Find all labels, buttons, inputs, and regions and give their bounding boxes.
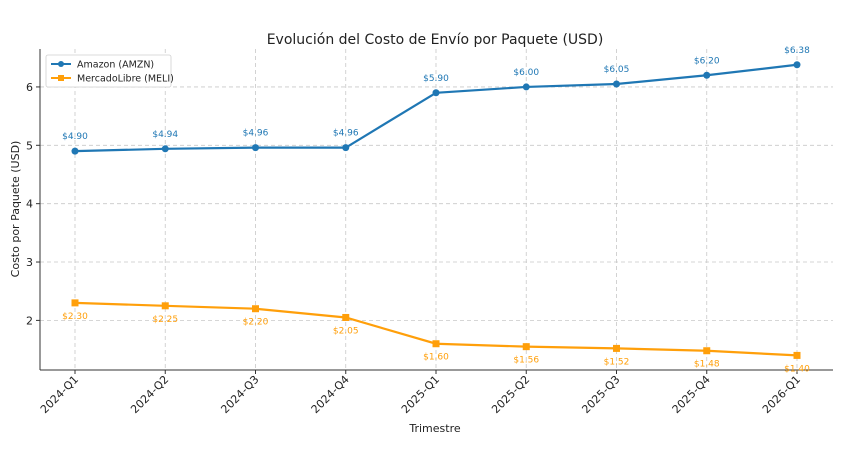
amazon-data-label: $5.90 [423, 74, 449, 84]
amazon-point [522, 83, 530, 91]
amazon-point [793, 61, 801, 69]
mercadolibre-point [703, 347, 711, 355]
amazon-data-label: $6.05 [604, 65, 630, 75]
amazon-data-label: $4.96 [333, 129, 359, 139]
x-tick-label: 2025-Q2 [489, 373, 532, 416]
mercadolibre-data-label: $1.52 [604, 357, 630, 367]
y-tick-label: 2 [26, 314, 33, 327]
amazon-legend-marker [58, 61, 64, 67]
y-tick-label: 5 [26, 139, 33, 152]
amazon-point [252, 144, 259, 152]
mercadolibre-data-label: $1.48 [694, 360, 720, 370]
amazon-point [432, 89, 440, 97]
x-tick-label: 2024-Q1 [38, 373, 81, 416]
amazon-point [71, 147, 79, 155]
mercadolibre-point [252, 305, 259, 313]
data-labels: $4.90 $4.94 $4.96 $4.96 $5.90 $6.00 $6.05 $6.20… [62, 46, 810, 375]
y-axis-label: Costo por Paquete (USD) [9, 141, 22, 278]
mercadolibre-point [432, 340, 440, 348]
amazon-legend-label: Amazon (AMZN) [77, 60, 154, 71]
amazon-data-label: $6.00 [513, 68, 539, 78]
amazon-point [613, 80, 620, 88]
amazon-data-label: $6.38 [784, 46, 810, 56]
chart-title: Evolución del Costo de Envío por Paquete… [267, 32, 604, 48]
amazon-point [703, 71, 711, 79]
amazon-data-label: $4.94 [152, 130, 178, 140]
mercadolibre-point [342, 313, 350, 321]
mercadolibre-legend-label: MercadoLibre (MELI) [77, 74, 174, 85]
amazon-data-label: $4.90 [62, 132, 88, 142]
amazon-data-label: $4.96 [243, 129, 269, 139]
x-axis-label: Trimestre [408, 422, 460, 435]
x-tick-label: 2026-Q1 [760, 373, 803, 416]
x-tick-label: 2024-Q4 [309, 373, 352, 416]
legend-box [45, 54, 172, 88]
y-tick-label: 4 [26, 198, 33, 211]
amazon-point [342, 144, 350, 152]
mercadolibre-legend-marker [58, 75, 64, 81]
mercadolibre-point [161, 302, 169, 310]
legend: Amazon (AMZN) MercadoLibre (MELI) [45, 54, 174, 88]
mercadolibre-data-label: $1.56 [513, 356, 539, 366]
mercadolibre-data-label: $2.05 [333, 326, 359, 336]
mercadolibre-data-label: $2.25 [152, 315, 178, 325]
mercadolibre-point [522, 343, 530, 351]
mercadolibre-data-label: $1.40 [784, 364, 810, 374]
x-tick-label: 2024-Q2 [128, 373, 171, 416]
mercadolibre-point [71, 299, 79, 307]
mercadolibre-data-label: $2.30 [62, 312, 88, 322]
y-tick-label: 3 [26, 256, 33, 269]
x-tick-label: 2024-Q3 [218, 373, 261, 416]
y-tick-label: 6 [26, 81, 33, 94]
series-layer [71, 61, 801, 359]
x-tick-label: 2025-Q4 [670, 373, 713, 416]
mercadolibre-data-label: $2.20 [243, 318, 269, 328]
mercadolibre-point [793, 351, 801, 359]
mercadolibre-data-label: $1.60 [423, 353, 449, 363]
mercadolibre-point [613, 344, 620, 352]
amazon-point [161, 145, 169, 153]
amazon-data-label: $6.20 [694, 56, 720, 66]
x-tick-label: 2025-Q3 [579, 373, 622, 416]
x-tick-label: 2025-Q1 [399, 373, 442, 416]
